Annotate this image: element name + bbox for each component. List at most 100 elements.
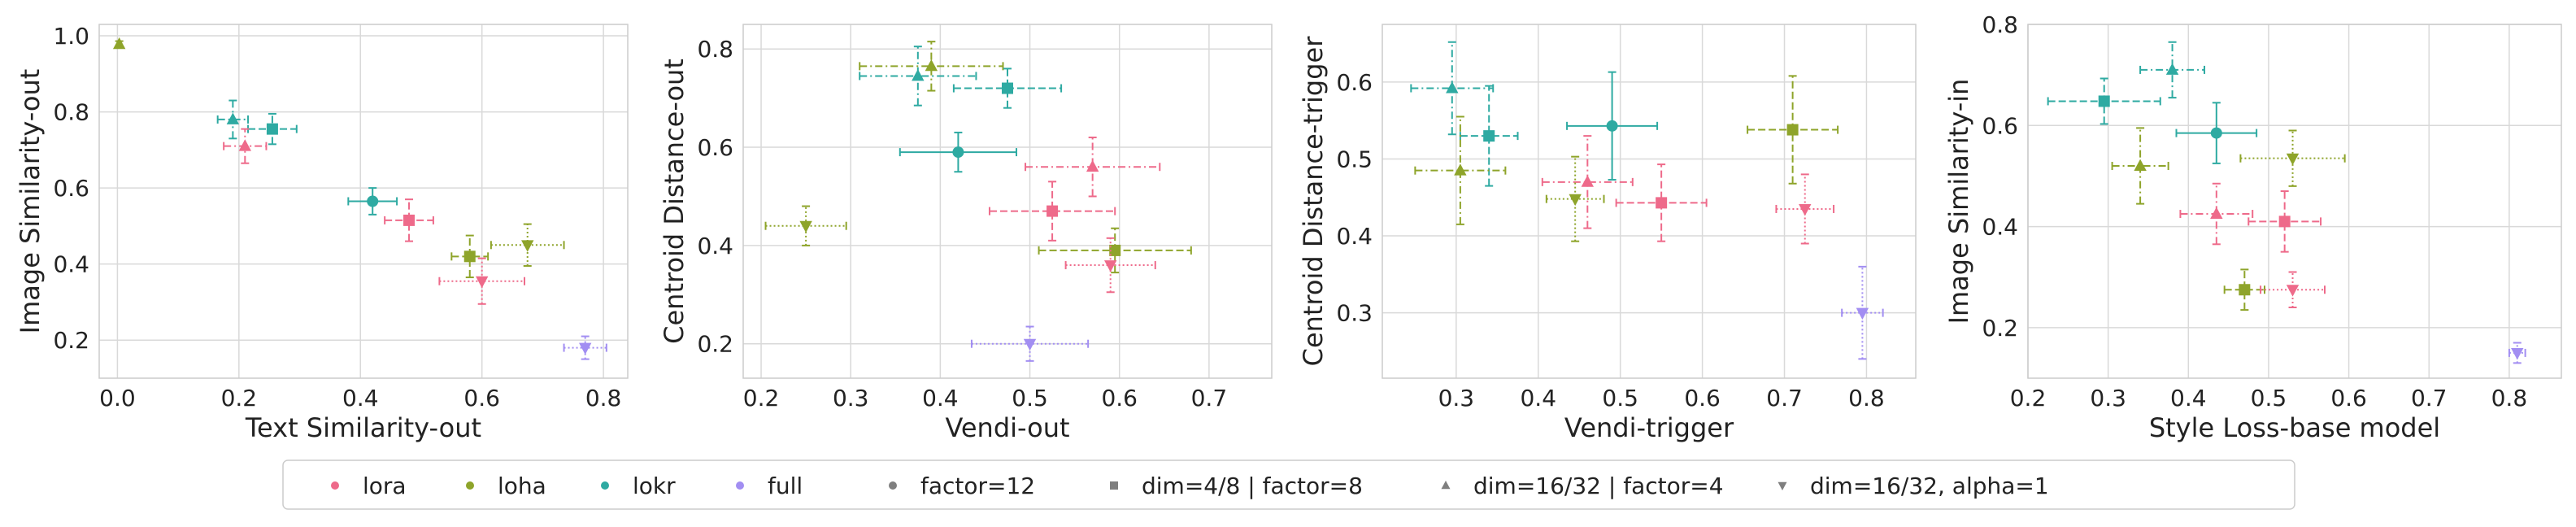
data-point-lora [2260, 271, 2326, 308]
legend-label: full [768, 473, 803, 499]
x-tick-label: 0.6 [463, 385, 500, 412]
data-point-lora [1064, 237, 1156, 294]
x-tick-label: 0.0 [99, 385, 136, 412]
y-axis-label: Centroid Distance-out [659, 59, 690, 344]
legend-item: lora [331, 473, 407, 499]
point-marker [1086, 159, 1099, 172]
legend-item: loha [466, 473, 546, 499]
point-marker [1454, 163, 1467, 176]
data-point-loha [2239, 129, 2346, 187]
point-marker [1483, 130, 1495, 142]
y-tick-label: 0.6 [697, 134, 733, 161]
legend-marker [601, 481, 609, 490]
point-marker [1046, 205, 1059, 217]
point-marker [2098, 95, 2110, 107]
x-tick-label: 0.8 [585, 385, 622, 412]
x-tick-label: 0.6 [1684, 385, 1721, 412]
point-marker [1606, 120, 1618, 132]
data-point-lokr [247, 112, 298, 146]
x-tick-label: 0.4 [1520, 385, 1556, 412]
data-point-lokr [347, 187, 398, 216]
axes-frame [1382, 24, 1917, 379]
point-marker [2286, 153, 2300, 166]
legend-label: lokr [633, 473, 676, 499]
x-tick-label: 0.3 [1438, 385, 1475, 412]
y-axis-label: Image Similarity-out [15, 69, 46, 334]
data-point-lora [1775, 173, 1835, 245]
data-point-lora [223, 128, 268, 164]
legend-frame [282, 459, 2295, 510]
legend-item: full [736, 473, 803, 499]
panels-group: 0.0 0.2 0.4 0.6 0.8 0.2 0.4 0.6 0.8 1.0 Text Simil… [15, 11, 2562, 443]
chart-panel-2: 0.2 0.3 0.4 0.5 0.6 0.7 0.2 0.4 0.6 0.8 Vendi-out C… [659, 24, 1273, 443]
axes-frame [2027, 24, 2562, 379]
point-marker [2210, 207, 2223, 219]
legend-marker [1441, 481, 1451, 490]
data-point-lokr [899, 131, 1018, 173]
chart-panel-4: 0.2 0.3 0.4 0.5 0.6 0.7 0.8 0.2 0.4 0.6 0.8 Style L… [1943, 11, 2562, 443]
point-marker [1569, 194, 1582, 207]
data-point-loha [490, 223, 565, 268]
y-tick-label: 0.4 [53, 251, 89, 278]
y-tick-label: 0.5 [1336, 146, 1373, 172]
x-tick-label: 0.8 [1848, 385, 1885, 412]
point-marker [1799, 204, 1812, 216]
data-point-lora [988, 181, 1116, 242]
data-point-lora [2247, 190, 2322, 253]
y-tick-label: 1.0 [53, 23, 89, 50]
chart-panel-3: 0.3 0.4 0.5 0.6 0.7 0.80.30.40.50.6Vendi-trig… [1298, 24, 1917, 443]
x-tick-label: 0.7 [1191, 385, 1228, 412]
x-tick-label: 0.4 [2170, 385, 2207, 412]
x-axis-label: Vendi-out [945, 412, 1069, 443]
data-point-loha [450, 234, 490, 279]
x-tick-label: 0.8 [2491, 385, 2528, 412]
data-point-lora [438, 257, 525, 305]
data-point-full [1841, 265, 1884, 360]
data-point-loha [764, 205, 847, 246]
y-axis-label: Image Similarity-in [1943, 79, 1974, 324]
data-point-loha [1038, 227, 1192, 274]
x-tick-label: 0.3 [833, 385, 869, 412]
point-marker [799, 220, 812, 233]
axes-frame [98, 24, 629, 379]
y-tick-label: 0.3 [1336, 300, 1373, 327]
point-marker [266, 123, 278, 135]
y-tick-label: 0.6 [53, 175, 89, 202]
data-point-lokr [859, 46, 977, 107]
data-point-loha [2223, 268, 2266, 311]
x-tick-label: 0.5 [1012, 385, 1048, 412]
point-marker [226, 112, 240, 124]
y-axis-label: Centroid Distance-trigger [1298, 36, 1329, 367]
legend-marker [466, 481, 474, 490]
chart-panel-1: 0.0 0.2 0.4 0.6 0.8 0.2 0.4 0.6 0.8 1.0 Text Simil… [15, 23, 629, 443]
data-point-loha [1545, 155, 1605, 242]
data-point-lora [1541, 135, 1634, 229]
legend-label: loha [498, 473, 546, 499]
y-tick-label: 0.8 [1982, 11, 2018, 38]
data-point-full [563, 335, 607, 360]
legend-label: dim=16/32 | factor=4 [1473, 473, 1724, 499]
x-tick-label: 0.6 [1101, 385, 1138, 412]
data-point-lokr [1410, 41, 1495, 136]
y-tick-label: 0.4 [1982, 214, 2018, 241]
point-marker [521, 240, 534, 252]
legend-item: dim=16/32, alpha=1 [1778, 473, 2049, 499]
data-point-loha [112, 37, 126, 50]
legend-label: lora [363, 473, 407, 499]
data-point-lora [384, 198, 434, 242]
legend-label: dim=16/32, alpha=1 [1810, 473, 2049, 499]
x-axis-label: Style Loss-base model [2149, 412, 2440, 443]
legend-item: factor=12 [889, 473, 1035, 499]
x-tick-label: 0.4 [922, 385, 959, 412]
y-tick-label: 0.8 [53, 99, 89, 126]
y-tick-label: 0.2 [697, 331, 733, 358]
x-tick-label: 0.2 [2010, 385, 2047, 412]
legend-item: lokr [601, 473, 676, 499]
x-axis-label: Text Similarity-out [245, 412, 481, 443]
y-tick-label: 0.4 [697, 233, 733, 259]
x-tick-label: 0.5 [2251, 385, 2287, 412]
point-marker [238, 139, 252, 151]
legend-label: dim=4/8 | factor=8 [1142, 473, 1363, 499]
data-point-lora [1615, 163, 1708, 242]
legend-marker [331, 481, 339, 490]
